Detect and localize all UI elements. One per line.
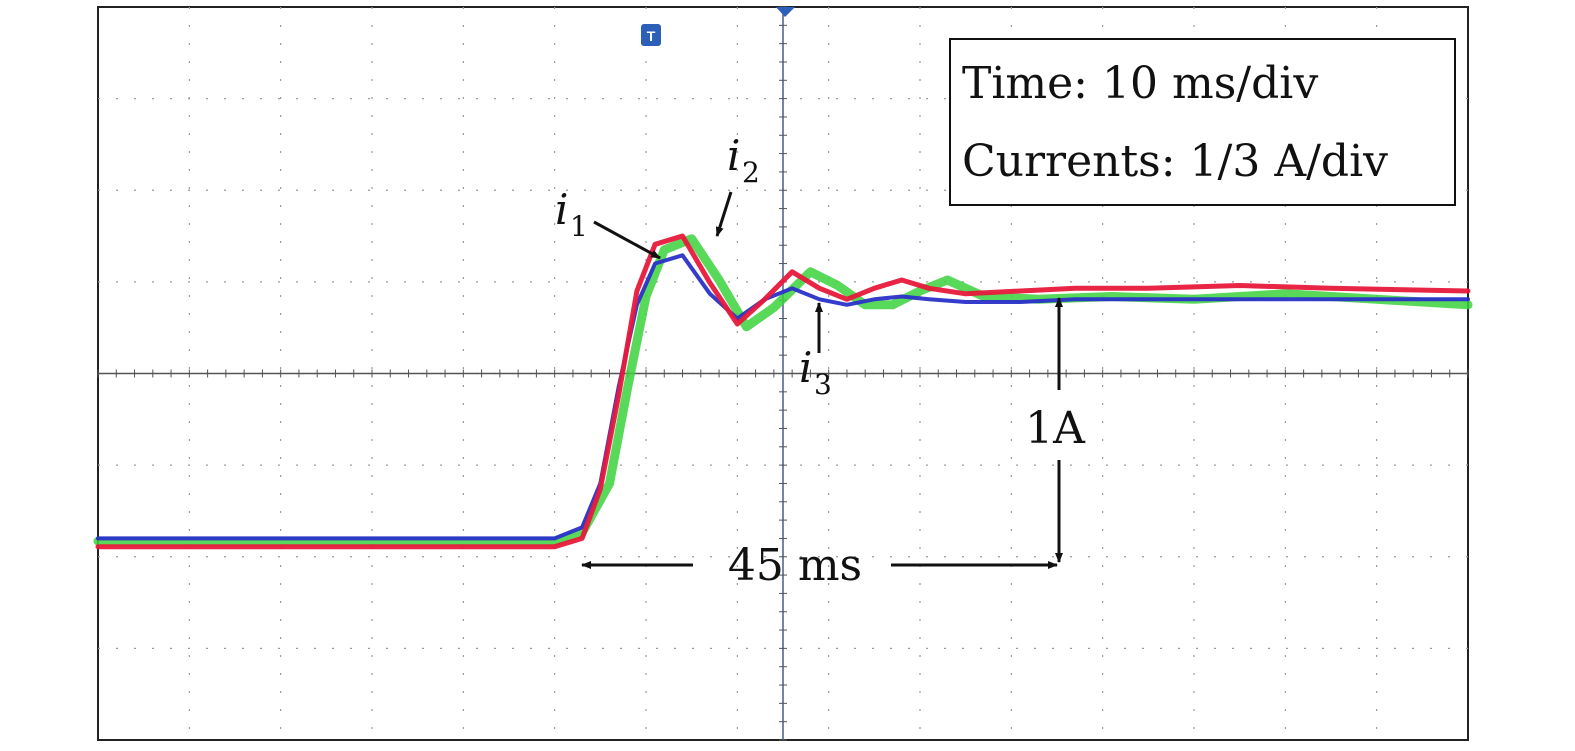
label-i3: i 3 — [799, 343, 832, 401]
label-i1-sub: 1 — [570, 210, 588, 243]
label-i2-sub: 2 — [742, 156, 760, 189]
label-i1: i 1 — [555, 185, 588, 243]
arrow-i1 — [593, 220, 661, 260]
arrow-i2 — [715, 191, 733, 237]
label-i1-main: i — [555, 185, 568, 234]
current-scale-text: Currents: 1/3 A/div — [962, 136, 1388, 187]
trigger-marker: T — [641, 24, 661, 46]
trigger-marker-label: T — [647, 28, 656, 44]
label-i2-main: i — [727, 131, 740, 180]
settling-time-label: 45 ms — [728, 540, 862, 591]
scale-info-box: Time: 10 ms/div Currents: 1/3 A/div — [949, 38, 1456, 206]
time-reference-marker — [776, 7, 795, 17]
time-scale-text: Time: 10 ms/div — [962, 58, 1318, 109]
current-traces — [93, 233, 1473, 550]
label-i3-main: i — [799, 343, 812, 392]
label-i3-sub: 3 — [814, 368, 832, 401]
center-axes — [97, 6, 1469, 741]
label-i2: i 2 — [727, 131, 760, 189]
trace-i1 — [95, 233, 1471, 550]
amplitude-label: 1A — [1025, 403, 1086, 454]
